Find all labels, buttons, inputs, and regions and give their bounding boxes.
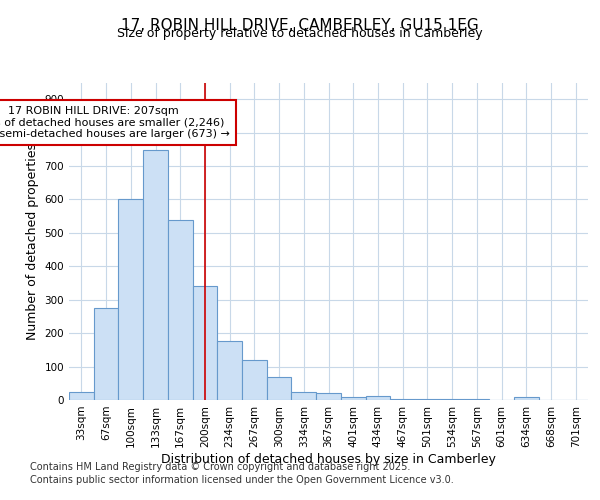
Bar xyxy=(316,392,341,400)
Bar xyxy=(365,396,390,400)
Bar xyxy=(292,392,316,400)
Bar xyxy=(217,340,242,400)
Bar xyxy=(69,392,94,400)
Bar xyxy=(390,398,415,400)
Bar xyxy=(94,308,118,400)
Bar xyxy=(415,398,440,400)
Text: Size of property relative to detached houses in Camberley: Size of property relative to detached ho… xyxy=(117,28,483,40)
Y-axis label: Number of detached properties: Number of detached properties xyxy=(26,143,39,340)
Text: 17, ROBIN HILL DRIVE, CAMBERLEY, GU15 1EG: 17, ROBIN HILL DRIVE, CAMBERLEY, GU15 1E… xyxy=(121,18,479,32)
Bar xyxy=(514,396,539,400)
Bar xyxy=(168,220,193,400)
Bar xyxy=(143,150,168,400)
Text: 17 ROBIN HILL DRIVE: 207sqm
← 77% of detached houses are smaller (2,246)
23% of : 17 ROBIN HILL DRIVE: 207sqm ← 77% of det… xyxy=(0,106,230,139)
Bar xyxy=(242,360,267,400)
Text: Contains public sector information licensed under the Open Government Licence v3: Contains public sector information licen… xyxy=(30,475,454,485)
Bar xyxy=(118,200,143,400)
Bar xyxy=(267,378,292,400)
X-axis label: Distribution of detached houses by size in Camberley: Distribution of detached houses by size … xyxy=(161,452,496,466)
Bar xyxy=(341,398,365,400)
Text: Contains HM Land Registry data © Crown copyright and database right 2025.: Contains HM Land Registry data © Crown c… xyxy=(30,462,410,472)
Bar xyxy=(193,286,217,400)
